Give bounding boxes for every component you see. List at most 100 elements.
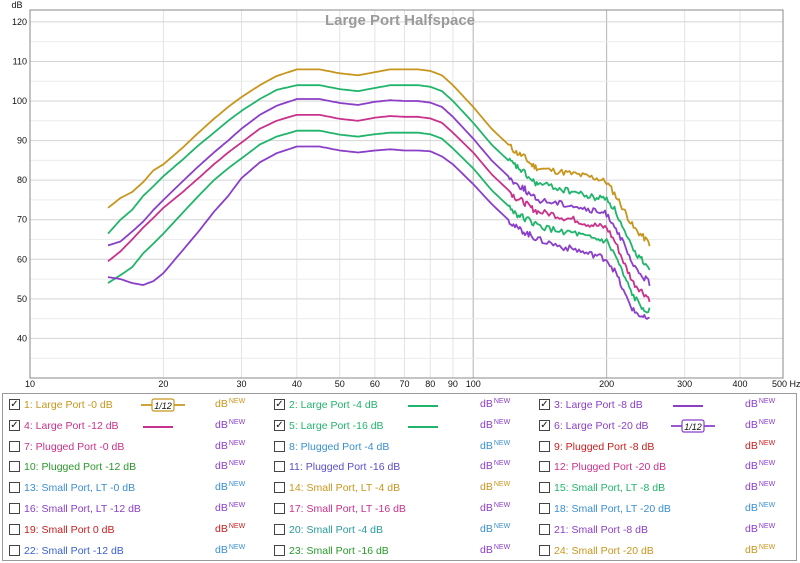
- y-tick-label: 70: [17, 215, 27, 225]
- legend-item[interactable]: 15: Small Port, LT -8 dB dBNEW: [533, 479, 795, 499]
- legend-checkbox[interactable]: [274, 523, 285, 535]
- legend-unit: dBNEW: [215, 543, 246, 556]
- legend-item[interactable]: 17: Small Port, LT -16 dB dBNEW: [268, 500, 530, 520]
- legend-label: 13: Small Port, LT -0 dB: [24, 482, 136, 495]
- legend-label: 9: Plugged Port -8 dB: [554, 440, 655, 453]
- legend-label: 17: Small Port, LT -16 dB: [289, 503, 406, 515]
- x-tick-label: 40: [292, 379, 302, 389]
- legend-unit: dBNEW: [215, 522, 246, 535]
- svg-text:1/12: 1/12: [684, 422, 702, 432]
- legend-label: 22: Small Port -12 dB: [24, 544, 124, 557]
- legend-item[interactable]: ✓ 5: Large Port -16 dB dBNEW: [268, 417, 530, 437]
- legend-item[interactable]: ✓ 4: Large Port -12 dB dBNEW: [3, 417, 265, 437]
- x-tick-label: 10: [25, 379, 35, 389]
- legend-item[interactable]: 18: Small Port, LT -20 dB dBNEW: [533, 500, 795, 520]
- frequency-response-chart: Large Port Halfspace dB 10 20 30 40 50 60 70 80…: [11, 0, 800, 389]
- legend-label: 2: Large Port -4 dB: [289, 399, 378, 411]
- legend-item[interactable]: 8: Plugged Port -4 dB dBNEW: [268, 438, 530, 458]
- legend-checkbox[interactable]: [9, 440, 20, 452]
- legend-item[interactable]: 11: Plugged Port -16 dB dBNEW: [268, 458, 530, 478]
- legend-checkbox[interactable]: [9, 544, 20, 556]
- legend-checkbox[interactable]: [274, 440, 285, 452]
- x-tick-label: 30: [236, 379, 246, 389]
- legend-label: 19: Small Port 0 dB: [24, 523, 115, 536]
- legend-unit: dBNEW: [480, 398, 511, 410]
- legend-label: 1: Large Port -0 dB: [24, 399, 113, 411]
- legend-unit: dBNEW: [745, 522, 776, 535]
- legend-unit: dBNEW: [745, 543, 776, 556]
- legend-item[interactable]: 14: Small Port, LT -4 dB dBNEW: [268, 479, 530, 499]
- legend-checkbox[interactable]: [539, 440, 550, 452]
- legend-item[interactable]: 19: Small Port 0 dB dBNEW: [3, 521, 265, 541]
- legend-checkbox[interactable]: [539, 503, 550, 514]
- legend-checkbox[interactable]: [539, 461, 550, 473]
- series-line: [107, 145, 650, 320]
- plot-area[interactable]: [29, 9, 784, 379]
- legend-checkbox[interactable]: [539, 544, 550, 556]
- legend-item[interactable]: 10: Plugged Port -12 dB dBNEW: [3, 458, 265, 478]
- legend-unit: dBNEW: [745, 398, 776, 410]
- series-line: [107, 114, 651, 303]
- legend-unit: dBNEW: [215, 418, 246, 431]
- y-tick-label: 100: [12, 96, 27, 106]
- x-tick-label: 400: [733, 379, 748, 389]
- legend-item[interactable]: 24: Small Port -20 dB dBNEW: [533, 542, 795, 562]
- legend-checkbox[interactable]: [274, 544, 285, 556]
- legend-checkbox[interactable]: [9, 503, 20, 514]
- legend-label: 15: Small Port, LT -8 dB: [554, 482, 666, 495]
- smoothing-swatch: 1/12: [671, 419, 715, 433]
- legend-item[interactable]: 16: Small Port, LT -12 dB dBNEW: [3, 500, 265, 520]
- legend-item[interactable]: 20: Small Port -4 dB dBNEW: [268, 521, 530, 541]
- legend-unit: dBNEW: [215, 481, 246, 494]
- legend-item[interactable]: ✓ 6: Large Port -20 dB 1/12 dBNEW: [533, 417, 795, 437]
- legend-checkbox[interactable]: ✓: [9, 419, 20, 431]
- legend-label: 24: Small Port -20 dB: [554, 544, 654, 557]
- legend-item[interactable]: ✓ 2: Large Port -4 dB dBNEW: [268, 396, 530, 416]
- legend-item[interactable]: ✓ 3: Large Port -8 dB dBNEW: [533, 396, 795, 416]
- legend-swatch: [143, 425, 173, 428]
- legend-checkbox[interactable]: ✓: [539, 399, 550, 410]
- legend-label: 23: Small Port -16 dB: [289, 544, 389, 557]
- x-tick-label: 50: [335, 379, 345, 389]
- legend-item[interactable]: 7: Plugged Port -0 dB dBNEW: [3, 438, 265, 458]
- legend-item[interactable]: 9: Plugged Port -8 dB dBNEW: [533, 438, 795, 458]
- legend-checkbox[interactable]: [9, 482, 20, 494]
- legend-checkbox[interactable]: ✓: [274, 419, 285, 431]
- legend-label: 5: Large Port -16 dB: [289, 419, 384, 432]
- x-tick-label: 500 Hz: [772, 379, 800, 389]
- legend-item[interactable]: 12: Plugged Port -20 dB dBNEW: [533, 458, 795, 478]
- legend-checkbox[interactable]: ✓: [539, 419, 550, 431]
- legend-unit: dBNEW: [745, 460, 776, 473]
- legend-unit: dBNEW: [215, 502, 246, 514]
- legend-unit: dBNEW: [480, 522, 511, 535]
- series-line: [107, 84, 651, 271]
- legend-label: 12: Plugged Port -20 dB: [554, 461, 667, 474]
- legend-checkbox[interactable]: [9, 523, 20, 535]
- legend-item[interactable]: ✓ 1: Large Port -0 dB 1/12 dBNEW: [3, 396, 265, 416]
- legend-unit: dBNEW: [480, 481, 511, 494]
- series-line: [107, 68, 651, 247]
- legend-checkbox[interactable]: [274, 461, 285, 473]
- legend-unit: dBNEW: [745, 481, 776, 494]
- legend-item[interactable]: 21: Small Port -8 dB dBNEW: [533, 521, 795, 541]
- legend-item[interactable]: 23: Small Port -16 dB dBNEW: [268, 542, 530, 562]
- x-tick-label: 20: [158, 379, 168, 389]
- smoothing-swatch: 1/12: [141, 398, 185, 412]
- legend-checkbox[interactable]: ✓: [274, 399, 285, 410]
- x-tick-label: 60: [370, 379, 380, 389]
- legend-item[interactable]: 22: Small Port -12 dB dBNEW: [3, 542, 265, 562]
- legend-unit: dBNEW: [480, 502, 511, 514]
- y-tick-label: 90: [17, 136, 27, 146]
- legend-checkbox[interactable]: ✓: [9, 399, 20, 410]
- legend-checkbox[interactable]: [274, 503, 285, 514]
- legend-checkbox[interactable]: [539, 523, 550, 535]
- legend-checkbox[interactable]: [539, 482, 550, 494]
- legend-unit: dBNEW: [480, 439, 511, 452]
- legend-checkbox[interactable]: [9, 461, 20, 473]
- x-tick-label: 70: [400, 379, 410, 389]
- legend-item[interactable]: 13: Small Port, LT -0 dB dBNEW: [3, 479, 265, 499]
- legend-checkbox[interactable]: [274, 482, 285, 494]
- y-tick-label: 40: [17, 333, 27, 343]
- legend-label: 4: Large Port -12 dB: [24, 419, 119, 432]
- legend-panel: ✓ 1: Large Port -0 dB 1/12 dBNEW ✓ 2: Large P…: [2, 393, 797, 561]
